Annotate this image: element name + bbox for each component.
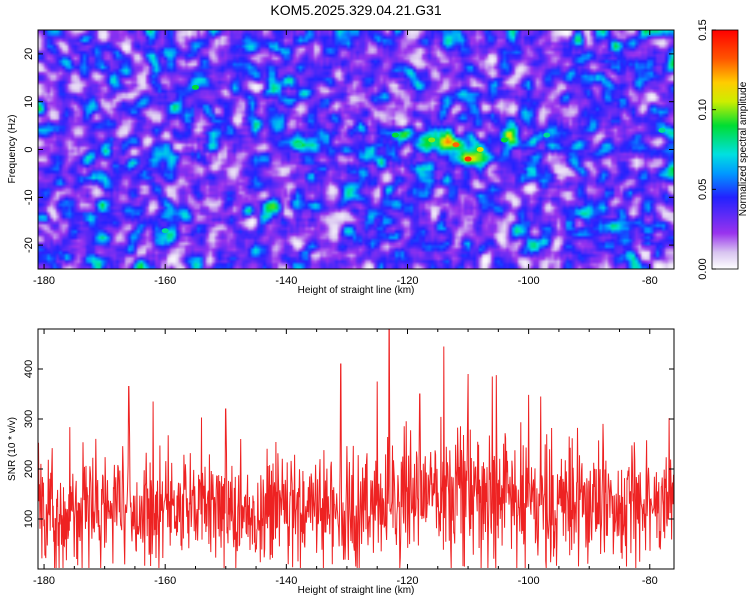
snr-series-line (38, 329, 674, 569)
colorbar-gradient (711, 29, 739, 270)
heatmap-xtick-label: -140 (275, 275, 297, 287)
heatmap-hotspot-3 (464, 156, 472, 162)
heatmap-ytick-label: -20 (23, 237, 35, 253)
heatmap-hotspot-10 (658, 127, 666, 133)
snr-xtick-label: -100 (518, 575, 540, 587)
colorbar-tick-label: 0.00 (697, 258, 709, 279)
snr-ytick-label: 100 (23, 510, 35, 528)
heatmap-hotspot-2 (452, 142, 460, 148)
snr-xtick-label: -80 (642, 575, 658, 587)
heatmap-xtick-label: -80 (642, 275, 658, 287)
heatmap-y-axis-label: Frequency (Hz) (7, 115, 18, 184)
heatmap-hotspot-1 (428, 137, 436, 143)
heatmap-hotspot-8 (161, 228, 169, 234)
heatmap-xtick-label: -100 (518, 275, 540, 287)
heatmap-xtick-label: -120 (396, 275, 418, 287)
heatmap-hotspot-6 (543, 132, 551, 138)
snr-y-axis-label: SNR (10 * v/v) (7, 417, 18, 481)
colorbar-ticks: 0.00 0.05 0.10 0.15 (697, 19, 716, 280)
heatmap-image (38, 30, 674, 269)
colorbar: 0.00 0.05 0.10 0.15 Normalized spectral amp… (697, 19, 749, 279)
colorbar-label: Normalized spectral amplitude (738, 81, 749, 216)
figure-title: KOM5.2025.329.04.21.G31 (270, 2, 441, 18)
snr-xtick-label: -160 (154, 575, 176, 587)
snr-xtick-label: -140 (275, 575, 297, 587)
snr-xtick-label: -120 (396, 575, 418, 587)
snr-ytick-label: 400 (23, 360, 35, 378)
snr-xtick-label: -180 (33, 575, 55, 587)
heatmap-ytick-label: 0 (23, 146, 35, 152)
heatmap-hotspot-7 (191, 84, 199, 90)
heatmap-ytick-label: -10 (23, 189, 35, 205)
heatmap-hotspot-9 (294, 142, 302, 148)
heatmap-hotspot-5 (500, 137, 508, 143)
snr-ytick-label: 300 (23, 410, 35, 428)
snr-ticks: -180 -160 -140 -120 -100 -80 100 200 300 400 (23, 329, 674, 587)
snr-frame (37, 328, 675, 570)
snr-x-axis-label: Height of straight line (km) (298, 585, 415, 596)
heatmap-hotspot-4 (476, 147, 484, 152)
heatmap-xtick-label: -180 (33, 275, 55, 287)
colorbar-tick-label: 0.10 (697, 99, 709, 120)
heatmap-x-axis-label: Height of straight line (km) (298, 285, 415, 296)
heatmap-hotspots (161, 84, 666, 234)
heatmap-hotspot-0 (391, 132, 399, 138)
snr-ytick-label: 200 (23, 460, 35, 478)
colorbar-tick-label: 0.05 (697, 179, 709, 200)
colorbar-tick-label: 0.15 (697, 19, 709, 40)
heatmap-ytick-label: 20 (23, 48, 35, 60)
heatmap-xtick-label: -160 (154, 275, 176, 287)
snr-panel: -180 -160 -140 -120 -100 -80 100 200 300 400 Heig… (7, 328, 675, 596)
heatmap-ytick-label: 10 (23, 96, 35, 108)
